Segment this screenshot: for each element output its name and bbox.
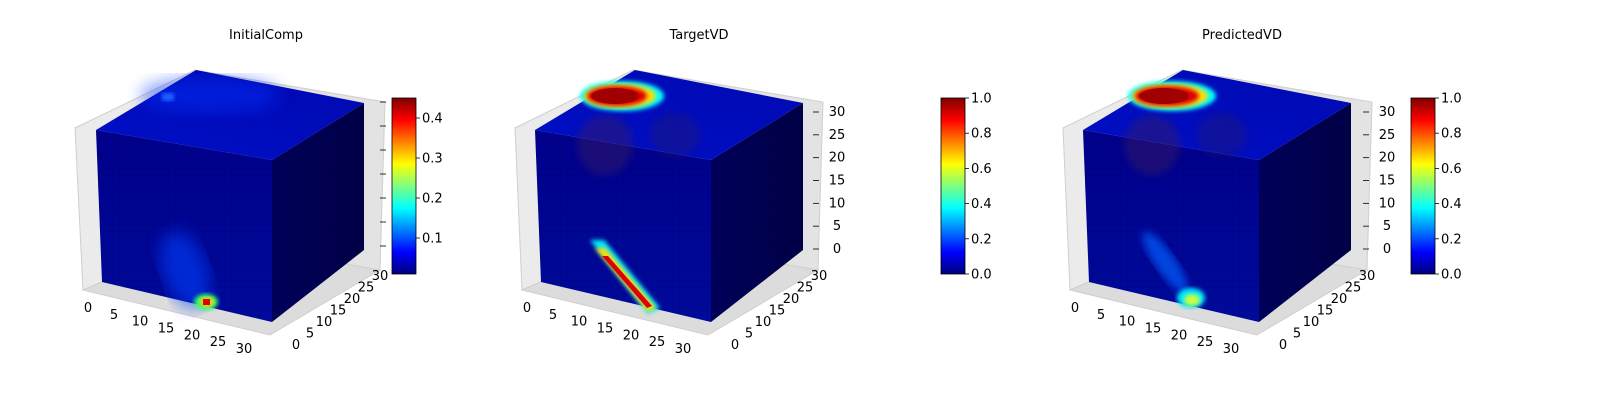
y-tick-label: 0 xyxy=(1279,338,1287,353)
y-tick-label: 20 xyxy=(1331,292,1348,307)
colorbar-gradient xyxy=(1410,97,1436,275)
bottom-blob-core xyxy=(203,299,210,305)
colorbar-tick-label: 0.4 xyxy=(422,112,443,127)
y-tick-label: 25 xyxy=(358,281,375,296)
y-tick-label: 5 xyxy=(306,327,314,342)
x-tick-label: 30 xyxy=(675,342,692,357)
x-tick-label: 25 xyxy=(649,335,666,350)
colorbar-tick-label: 0.2 xyxy=(422,192,443,207)
sub-surface-shadow xyxy=(1124,115,1180,175)
colorbar-tick-label: 0.2 xyxy=(1441,232,1462,247)
x-tick-label: 15 xyxy=(597,322,614,337)
colorbar-gradient xyxy=(391,97,417,275)
colorbar-tick-label: 1.0 xyxy=(971,92,992,107)
colorbar-tick-label: 0.8 xyxy=(971,127,992,142)
y-tick-label: 15 xyxy=(769,304,786,319)
z-tick-label: 20 xyxy=(829,151,846,166)
bottom-blob-core xyxy=(1184,294,1200,306)
chart-title: InitialComp xyxy=(229,28,303,43)
lower-plume xyxy=(1142,231,1188,293)
z-tick-label: 0 xyxy=(833,242,841,257)
x-tick-label: 0 xyxy=(523,301,531,316)
x-tick-label: 15 xyxy=(158,322,175,337)
z-tick-label: 15 xyxy=(829,174,846,189)
y-tick-label: 30 xyxy=(1359,269,1376,284)
top-hotspot xyxy=(162,93,174,101)
x-tick-label: 5 xyxy=(1097,308,1105,323)
colorbar-tick-label: 0.6 xyxy=(1441,162,1462,177)
y-tick-label: 20 xyxy=(344,292,361,307)
y-tick-label: 5 xyxy=(1293,327,1301,342)
x-tick-label: 0 xyxy=(84,301,92,316)
x-tick-label: 15 xyxy=(1145,322,1162,337)
lower-plume xyxy=(160,231,210,309)
x-tick-label: 5 xyxy=(110,308,118,323)
z-tick-label: 10 xyxy=(829,196,846,211)
colorbar: 0.0 0.2 0.4 0.6 0.8 1.0 xyxy=(1410,92,1462,283)
y-tick-label: 15 xyxy=(1317,304,1334,319)
y-tick-label: 25 xyxy=(1345,281,1362,296)
colorbar-tick-label: 0.4 xyxy=(971,197,992,212)
colorbar-gradient xyxy=(940,97,966,275)
x-tick-label: 20 xyxy=(1171,328,1188,343)
colorbar: 0.1 0.2 0.3 0.4 xyxy=(391,97,443,275)
z-tick-label: 30 xyxy=(1379,105,1396,120)
chart-title: PredictedVD xyxy=(1202,28,1282,43)
x-tick-label: 0 xyxy=(1071,301,1079,316)
y-tick-label: 10 xyxy=(316,315,333,330)
colorbar-tick-label: 1.0 xyxy=(1441,92,1462,107)
chart-title: TargetVD xyxy=(668,28,728,43)
y-tick-label: 30 xyxy=(811,269,828,284)
colorbar-tick-label: 0.0 xyxy=(971,268,992,283)
x-tick-label: 10 xyxy=(132,315,149,330)
x-tick-label: 30 xyxy=(1223,342,1240,357)
z-tick-label: 5 xyxy=(1383,219,1391,234)
colorbar-tick-label: 0.0 xyxy=(1441,268,1462,283)
colorbar-tick-label: 0.2 xyxy=(971,232,992,247)
colorbar-tick-label: 0.4 xyxy=(1441,197,1462,212)
sub-surface-shadow xyxy=(577,115,633,175)
y-tick-label: 5 xyxy=(745,327,753,342)
colorbar-tick-label: 0.1 xyxy=(422,232,443,247)
x-tick-label: 20 xyxy=(184,328,201,343)
top-haze xyxy=(140,77,280,113)
x-tick-label: 5 xyxy=(549,308,557,323)
y-tick-label: 10 xyxy=(755,315,772,330)
colorbar-tick-label: 0.3 xyxy=(422,152,443,167)
x-tick-label: 10 xyxy=(1119,315,1136,330)
y-tick-label: 10 xyxy=(1303,315,1320,330)
colorbar-tick-label: 0.8 xyxy=(1441,127,1462,142)
x-tick-label: 25 xyxy=(1197,335,1214,350)
diagonal-streak-core xyxy=(602,256,652,308)
colorbar-tick-label: 0.6 xyxy=(971,162,992,177)
colorbar: 0.0 0.2 0.4 0.6 0.8 1.0 xyxy=(940,92,992,283)
x-tick-label: 25 xyxy=(210,335,227,350)
y-tick-label: 15 xyxy=(330,304,347,319)
z-tick-label: 25 xyxy=(1379,128,1396,143)
panel-predictedvd: PredictedVD 0 5 10 15 20 25 30 0510152025300510… xyxy=(1062,28,1462,357)
z-tick-label: 5 xyxy=(833,219,841,234)
y-tick-label: 25 xyxy=(797,281,814,296)
x-tick-label: 30 xyxy=(236,342,253,357)
y-tick-label: 20 xyxy=(783,292,800,307)
y-tick-label: 0 xyxy=(731,338,739,353)
panel-targetvd: TargetVD 0 5 10 15 20 25 30 0510152025300510152… xyxy=(514,28,992,357)
x-tick-label: 10 xyxy=(571,315,588,330)
z-tick-label: 0 xyxy=(1383,242,1391,257)
y-tick-label: 0 xyxy=(292,338,300,353)
z-tick-label: 20 xyxy=(1379,151,1396,166)
z-tick-label: 10 xyxy=(1379,196,1396,211)
x-tick-label: 20 xyxy=(623,328,640,343)
y-tick-label: 30 xyxy=(372,269,389,284)
z-tick-label: 25 xyxy=(829,128,846,143)
z-tick-label: 15 xyxy=(1379,174,1396,189)
z-tick-label: 30 xyxy=(829,105,846,120)
